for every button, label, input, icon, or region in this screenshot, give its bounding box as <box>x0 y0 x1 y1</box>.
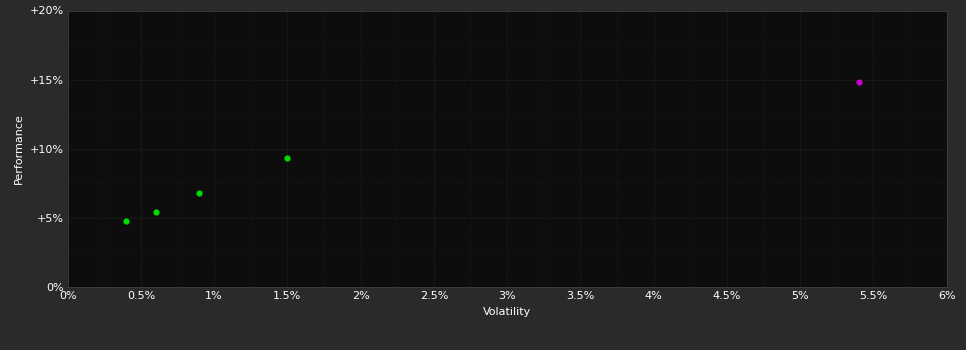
Point <box>119 218 134 223</box>
Point <box>851 79 867 85</box>
Y-axis label: Performance: Performance <box>14 113 24 184</box>
Point <box>280 156 296 161</box>
Point <box>191 190 207 196</box>
Point <box>148 210 163 215</box>
X-axis label: Volatility: Volatility <box>483 307 531 317</box>
